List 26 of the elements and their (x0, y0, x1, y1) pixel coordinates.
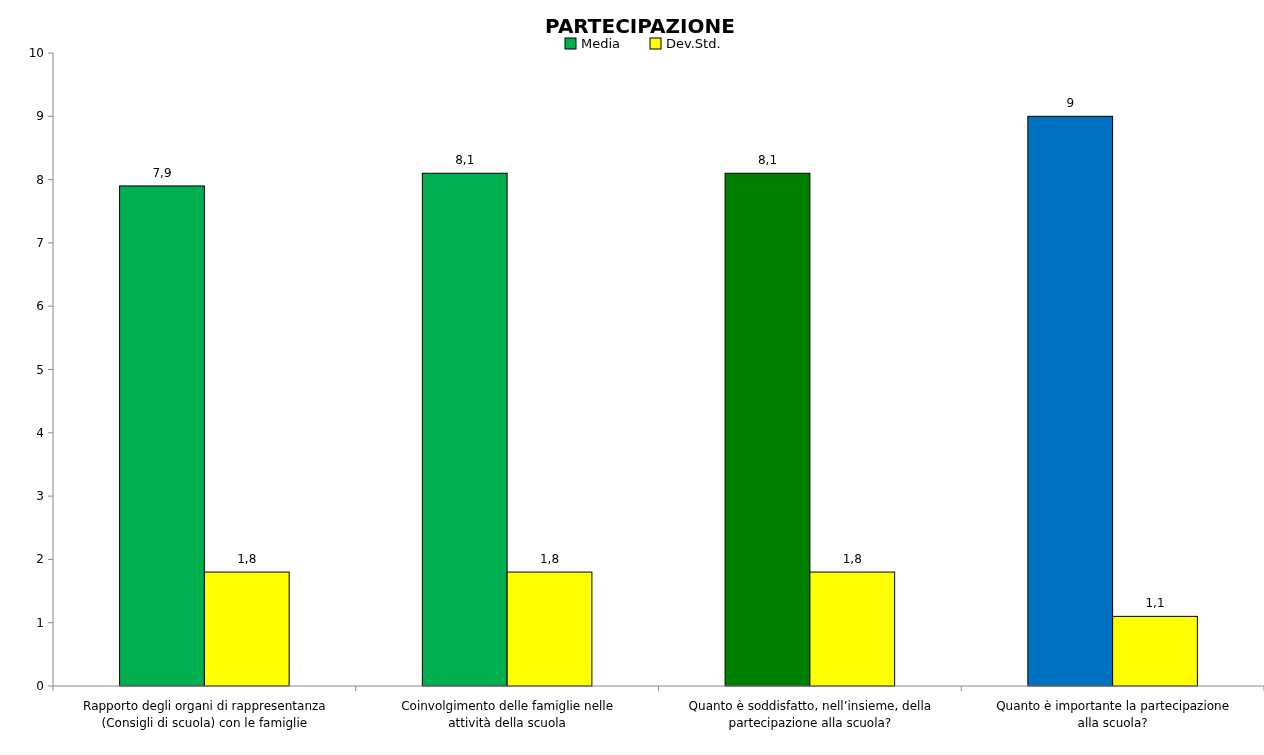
chart-title: PARTECIPAZIONE (545, 14, 735, 38)
y-tick-label: 1 (36, 615, 44, 630)
x-tick-label: Quanto è soddisfatto, nell’insieme, della partecipazione alla scuola? (688, 699, 932, 730)
data-label: 1,8 (237, 552, 257, 567)
data-label: 1,8 (539, 552, 560, 567)
data-label: 8,1 (455, 153, 475, 168)
data-label: 9 (1066, 96, 1075, 111)
legend-label: Media (581, 36, 621, 51)
y-tick-label: 2 (36, 552, 44, 567)
data-label: 1,1 (1145, 596, 1165, 611)
y-tick-label: 8 (36, 172, 44, 187)
x-tick-label: Coinvolgimento delle famiglie nelle attività della scuola (401, 699, 614, 730)
y-tick-label: 5 (36, 362, 44, 377)
y-tick-label: 9 (36, 109, 44, 124)
y-tick-label: 7 (36, 235, 44, 250)
y-tick-label: 0 (36, 679, 44, 693)
y-tick-label: 10 (28, 46, 44, 60)
legend-label: Dev.Std. (666, 36, 721, 51)
x-tick-label: Quanto è importante la partecipazione alla scuola? (996, 699, 1230, 730)
data-label: 1,8 (842, 552, 862, 567)
y-tick-label: 3 (36, 489, 44, 504)
data-label: 7,9 (152, 165, 172, 180)
x-tick-label: Rapporto degli organi di rappresentanza (Consigli di scuola) con le famiglie (83, 699, 326, 730)
y-tick-label: 4 (36, 425, 44, 440)
data-label: 8,1 (757, 153, 778, 168)
y-tick-label: 6 (36, 299, 44, 314)
